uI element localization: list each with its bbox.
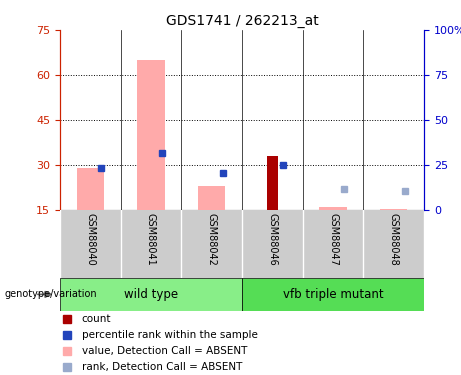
Bar [60, 278, 242, 311]
Text: GSM88046: GSM88046 [267, 213, 278, 266]
Text: GSM88048: GSM88048 [389, 213, 399, 266]
Bar [380, 209, 408, 210]
Text: vfb triple mutant: vfb triple mutant [283, 288, 384, 301]
Text: GSM88042: GSM88042 [207, 213, 217, 266]
Bar [198, 186, 225, 210]
Bar [242, 278, 424, 311]
Text: rank, Detection Call = ABSENT: rank, Detection Call = ABSENT [82, 362, 242, 372]
Bar [137, 60, 165, 210]
Text: value, Detection Call = ABSENT: value, Detection Call = ABSENT [82, 346, 247, 356]
Bar [77, 168, 104, 210]
Text: genotype/variation: genotype/variation [5, 290, 97, 299]
Text: percentile rank within the sample: percentile rank within the sample [82, 330, 258, 340]
Bar [267, 156, 278, 210]
Title: GDS1741 / 262213_at: GDS1741 / 262213_at [165, 13, 319, 28]
Text: wild type: wild type [124, 288, 178, 301]
Text: GSM88040: GSM88040 [85, 213, 95, 266]
Text: GSM88047: GSM88047 [328, 213, 338, 266]
Text: GSM88041: GSM88041 [146, 213, 156, 266]
Text: count: count [82, 314, 111, 324]
Bar [319, 207, 347, 210]
